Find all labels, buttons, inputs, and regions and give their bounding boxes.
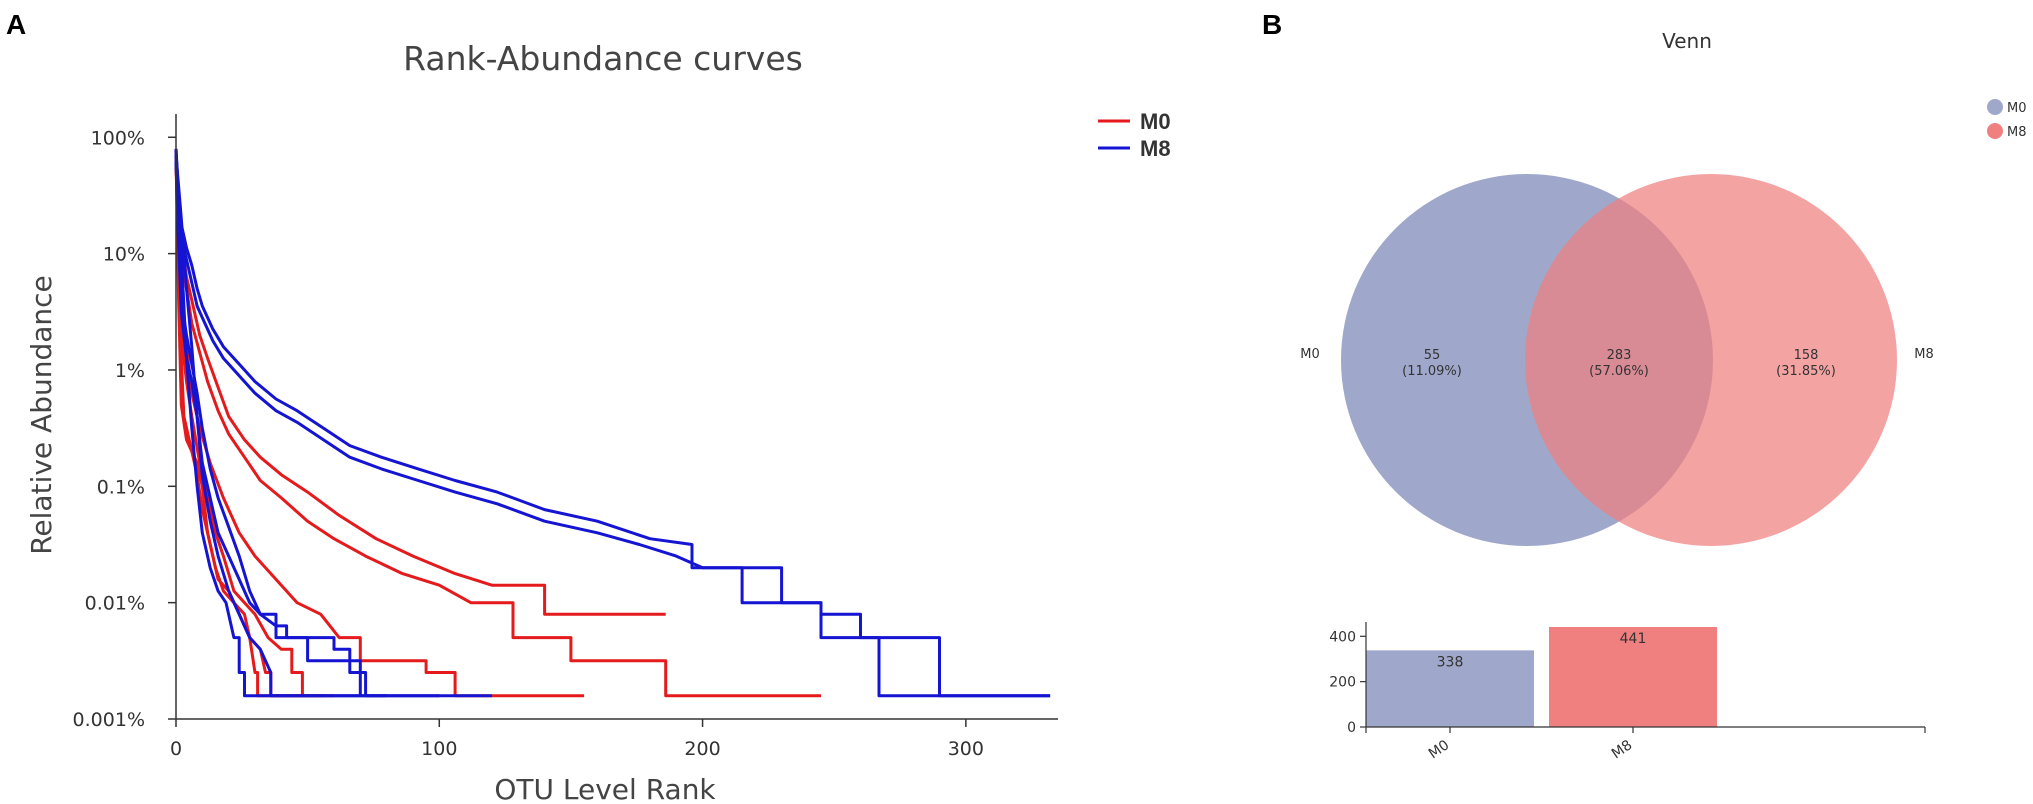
bar-y-tick-label: 200 <box>1329 675 1356 691</box>
series-line-m8-9 <box>174 160 492 698</box>
x-tick-label: 300 <box>948 738 984 760</box>
y-tick-label: 0.01% <box>85 593 145 615</box>
legend-label-m0: M0 <box>1140 109 1171 134</box>
series-line-m8-7 <box>174 154 387 698</box>
series-line-m8-11 <box>174 148 1051 698</box>
rank-abundance-chart: Rank-Abundance curves 0.001% 0.01% 0.1% 1% 1… <box>25 39 1171 804</box>
legend-label-m8: M8 <box>1140 136 1171 161</box>
y-tick-label: 10% <box>103 244 145 266</box>
venn-count-m0-only: 55 <box>1424 348 1441 363</box>
y-tick-label: 0.1% <box>97 476 145 498</box>
set-size-bar-chart: 338 441 0 200 400 M0 M8 <box>1329 622 1926 762</box>
venn-count-m8-only: 158 <box>1794 348 1819 363</box>
y-tick-label: 100% <box>91 127 145 149</box>
series-line-m8-10 <box>174 160 440 698</box>
legend: M0 M8 <box>1098 109 1171 161</box>
venn-circle-m8 <box>1525 174 1897 546</box>
series-line-m8-8 <box>174 154 361 698</box>
bar-y-tick-label: 0 <box>1347 720 1356 736</box>
y-tick-label: 0.001% <box>73 709 145 731</box>
venn-percent-shared: (57.06%) <box>1589 364 1649 379</box>
y-axis-label: Relative Abundance <box>25 275 58 555</box>
bar-m8 <box>1549 627 1717 727</box>
venn-percent-m0-only: (11.09%) <box>1402 364 1462 379</box>
venn-legend-dot-m8 <box>1987 123 2003 139</box>
venn-legend-label-m0: M0 <box>2007 101 2027 116</box>
venn-legend-dot-m0 <box>1987 99 2003 115</box>
venn-count-shared: 283 <box>1607 348 1632 363</box>
x-tick-label: 200 <box>684 738 720 760</box>
venn-legend-label-m8: M8 <box>2007 125 2027 140</box>
venn-title: Venn <box>1662 29 1712 53</box>
x-tick-label: 0 <box>170 738 182 760</box>
venn-percent-m8-only: (31.85%) <box>1776 364 1836 379</box>
series-lines <box>174 148 1051 698</box>
bar-m0 <box>1366 650 1534 727</box>
venn-set-label-m8: M8 <box>1914 347 1934 362</box>
x-tick-label: 100 <box>421 738 457 760</box>
series-line-m0-6 <box>174 160 666 616</box>
bar-value-label: 441 <box>1620 631 1647 647</box>
bar-value-label: 338 <box>1437 654 1464 670</box>
x-axis-ticks: 0 100 200 300 <box>170 719 984 760</box>
venn-legend: M0 M8 <box>1987 99 2027 140</box>
panel-b-letter: B <box>1262 9 1282 40</box>
series-line-m0-3 <box>174 160 324 698</box>
bars: 338 441 <box>1366 627 1717 727</box>
bar-y-ticks: 0 200 400 <box>1329 629 1366 736</box>
venn-set-label-m0: M0 <box>1300 347 1320 362</box>
series-line-m0-2 <box>174 160 313 698</box>
panel-a-letter: A <box>6 9 26 40</box>
chart-title: Rank-Abundance curves <box>403 39 803 78</box>
x-axis-label: OTU Level Rank <box>494 773 716 804</box>
bar-x-ticks: M0 M8 <box>1365 727 1926 762</box>
bar-x-tick-label: M8 <box>1609 737 1635 762</box>
y-tick-label: 1% <box>115 360 145 382</box>
y-axis-ticks: 0.001% 0.01% 0.1% 1% 10% 100% <box>73 127 176 731</box>
bar-x-tick-label: M0 <box>1426 737 1452 762</box>
series-line-m8-12 <box>174 148 1051 698</box>
bar-y-tick-label: 400 <box>1329 629 1356 645</box>
series-line-m0-5 <box>174 154 821 698</box>
venn-diagram: Venn M0 M8 55 (11.09%) 283 (57.06%) 158 … <box>1300 29 2027 546</box>
